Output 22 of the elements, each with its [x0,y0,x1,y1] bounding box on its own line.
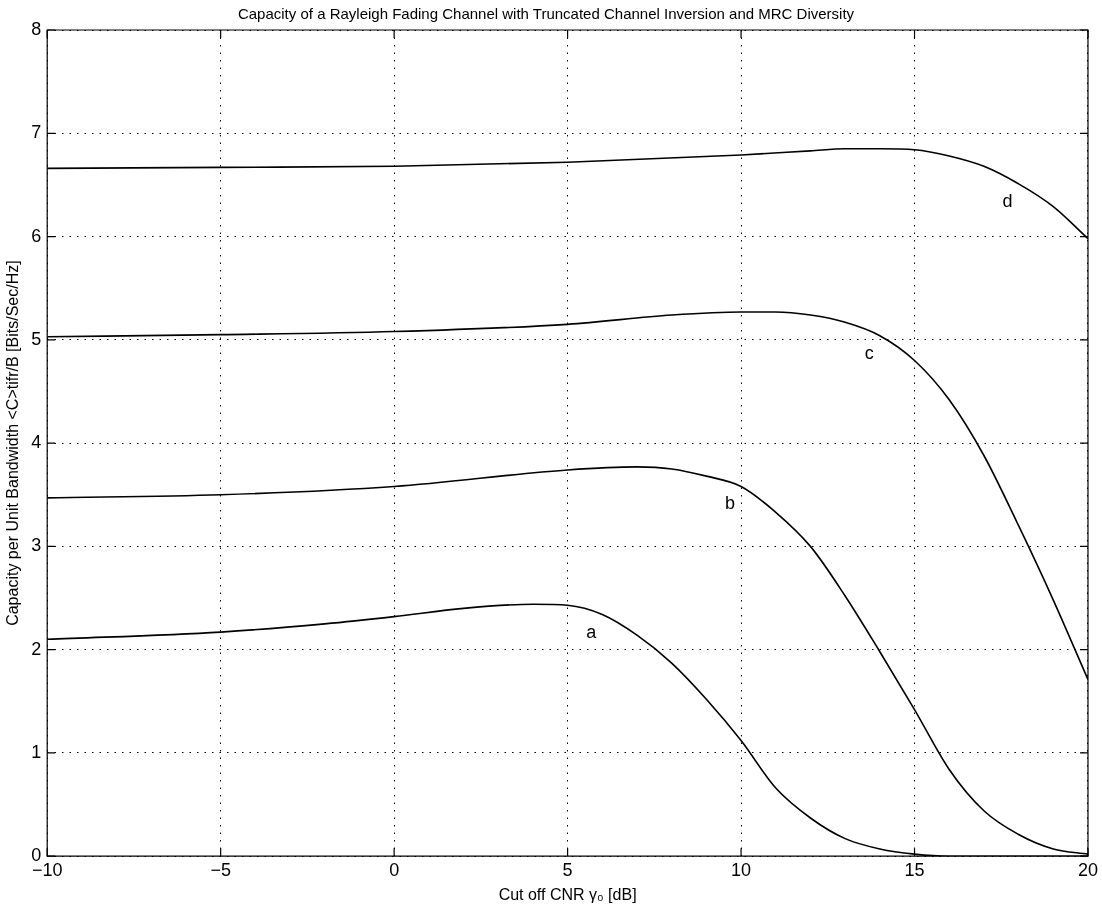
x-tick-label: −5 [210,859,231,880]
y-tick-label: 1 [31,741,42,762]
series-label: a [586,621,598,642]
x-tick-label: 10 [731,859,752,880]
y-tick-label: 5 [31,328,42,349]
x-tick-label: 15 [904,859,925,880]
x-axis-title: Cut off CNR γ₀ [dB] [498,885,637,903]
y-tick-label: 8 [31,18,42,39]
y-tick-label: 2 [31,638,42,659]
y-tick-label: 7 [31,122,42,143]
series-label: d [1002,190,1013,211]
y-tick-label: 3 [31,535,42,556]
chart-title: Capacity of a Rayleigh Fading Channel with Truncated Channel Inversion and MRC Diversity [237,5,855,23]
y-tick-label: 6 [31,225,42,246]
y-tick-label: 0 [31,845,42,866]
y-axis-title: Capacity per Unit Bandwidth <C>tifr/B [Bits/Sec/Hz] [4,260,22,626]
x-tick-label: 20 [1077,859,1098,880]
series-label: c [864,342,874,363]
series-label: b [725,493,736,514]
x-tick-label: 5 [562,859,573,880]
x-tick-label: 0 [389,859,400,880]
y-tick-label: 4 [31,432,42,453]
